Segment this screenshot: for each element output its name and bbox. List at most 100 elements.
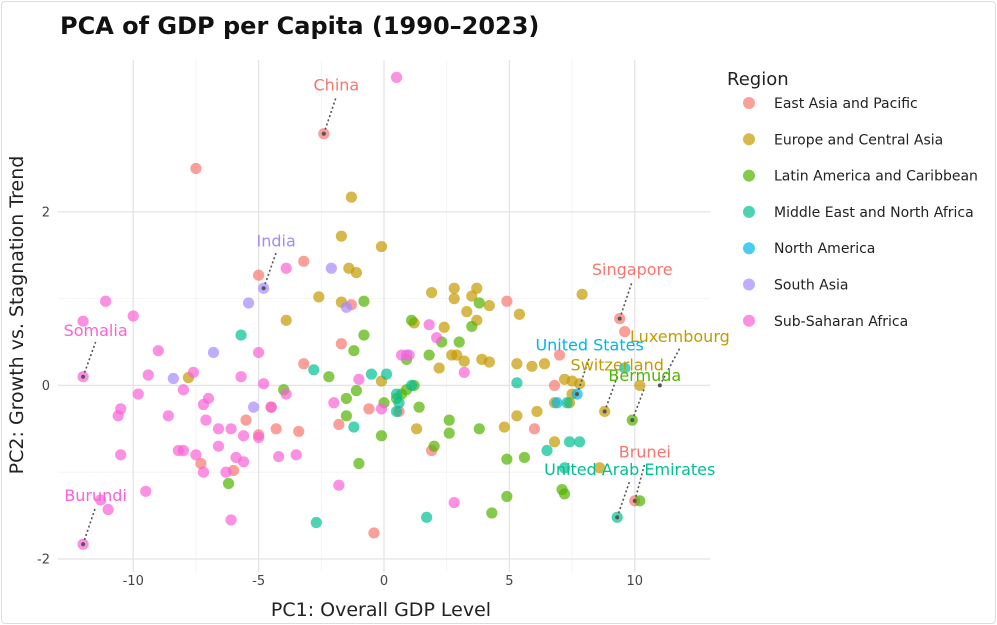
data-point bbox=[293, 425, 305, 438]
data-point bbox=[115, 449, 127, 461]
data-point bbox=[511, 410, 523, 422]
label-anchor-dot bbox=[657, 383, 662, 388]
data-point bbox=[310, 516, 322, 529]
data-point bbox=[375, 240, 388, 253]
legend-swatch bbox=[743, 169, 755, 182]
data-point bbox=[458, 355, 470, 367]
data-point bbox=[473, 297, 485, 309]
data-point bbox=[453, 336, 465, 348]
data-point bbox=[132, 388, 144, 400]
data-point bbox=[380, 368, 393, 380]
label-anchor-dot bbox=[81, 542, 86, 547]
data-point bbox=[553, 349, 566, 361]
data-point bbox=[443, 414, 455, 426]
data-point bbox=[619, 362, 631, 374]
data-point bbox=[353, 457, 365, 470]
data-point bbox=[335, 338, 347, 350]
label-anchor-dot bbox=[615, 515, 620, 520]
data-point bbox=[190, 162, 202, 175]
data-point bbox=[298, 358, 310, 370]
data-point bbox=[448, 293, 460, 305]
data-point bbox=[548, 379, 561, 392]
data-point bbox=[438, 321, 450, 333]
data-point bbox=[576, 288, 588, 300]
point-labels: China India Somalia Burundi Singapore United … bbox=[64, 75, 730, 547]
data-point bbox=[501, 490, 513, 503]
data-point bbox=[298, 255, 310, 267]
label-anchor-dot bbox=[630, 418, 635, 423]
label-leader-line bbox=[633, 463, 646, 502]
data-point bbox=[466, 320, 478, 333]
x-tick-label: 5 bbox=[505, 574, 513, 589]
data-point bbox=[270, 423, 282, 435]
data-points bbox=[77, 71, 646, 550]
data-point bbox=[177, 444, 189, 457]
legend-entry: South Asia bbox=[774, 278, 848, 294]
data-point bbox=[501, 295, 513, 307]
data-point bbox=[167, 372, 179, 385]
data-point bbox=[348, 421, 360, 433]
data-point bbox=[443, 427, 455, 439]
data-point bbox=[358, 295, 370, 307]
legend-swatch bbox=[743, 278, 755, 291]
y-tick-label: 2 bbox=[42, 205, 50, 220]
label-leader-line bbox=[616, 480, 631, 518]
data-point bbox=[152, 345, 164, 357]
data-point bbox=[365, 368, 378, 380]
data-point bbox=[328, 397, 340, 409]
label-anchor-dot bbox=[632, 498, 637, 503]
data-point bbox=[333, 418, 345, 431]
data-point bbox=[458, 366, 470, 379]
data-point bbox=[511, 358, 523, 370]
label-leader-line bbox=[631, 386, 646, 421]
data-point bbox=[253, 431, 265, 444]
legend-swatch bbox=[743, 133, 755, 146]
label-anchor-dot bbox=[575, 392, 580, 397]
data-point bbox=[433, 362, 445, 374]
point-label: Switzerland bbox=[571, 356, 664, 375]
data-point bbox=[476, 353, 488, 365]
data-point bbox=[486, 507, 498, 519]
data-point bbox=[574, 436, 586, 448]
data-point bbox=[531, 405, 543, 418]
data-point bbox=[551, 397, 563, 409]
data-point bbox=[77, 315, 89, 327]
label-leader-line bbox=[659, 347, 681, 386]
data-point bbox=[471, 282, 483, 294]
point-label: Brunei bbox=[619, 442, 671, 461]
data-point bbox=[235, 371, 247, 383]
legend-entry: Latin America and Caribbean bbox=[774, 169, 978, 185]
data-point bbox=[390, 388, 403, 400]
data-point bbox=[248, 401, 260, 413]
data-point bbox=[405, 379, 418, 392]
data-point bbox=[526, 360, 538, 372]
data-point bbox=[333, 479, 345, 491]
data-point bbox=[423, 349, 435, 361]
point-label: United States bbox=[535, 336, 643, 355]
data-point bbox=[350, 385, 363, 397]
x-tick-label: 10 bbox=[626, 574, 643, 589]
y-tick-label: 0 bbox=[42, 379, 50, 394]
data-point bbox=[538, 358, 551, 370]
legend-title: Region bbox=[727, 69, 789, 90]
data-point bbox=[225, 423, 237, 435]
data-point bbox=[528, 423, 541, 435]
data-point bbox=[212, 423, 225, 435]
legend-swatch bbox=[743, 314, 755, 327]
data-point bbox=[112, 410, 124, 422]
data-point bbox=[511, 377, 523, 389]
data-point bbox=[235, 329, 247, 341]
data-point bbox=[619, 326, 631, 338]
data-point bbox=[498, 421, 510, 433]
data-point bbox=[358, 329, 370, 341]
data-point bbox=[634, 379, 646, 392]
data-point bbox=[563, 436, 576, 448]
data-point bbox=[340, 410, 352, 422]
data-point bbox=[518, 451, 531, 464]
legend-swatch bbox=[743, 205, 755, 218]
data-point bbox=[253, 346, 265, 359]
data-point bbox=[195, 457, 207, 470]
data-point bbox=[363, 403, 375, 415]
point-label: Bermuda bbox=[608, 366, 681, 385]
